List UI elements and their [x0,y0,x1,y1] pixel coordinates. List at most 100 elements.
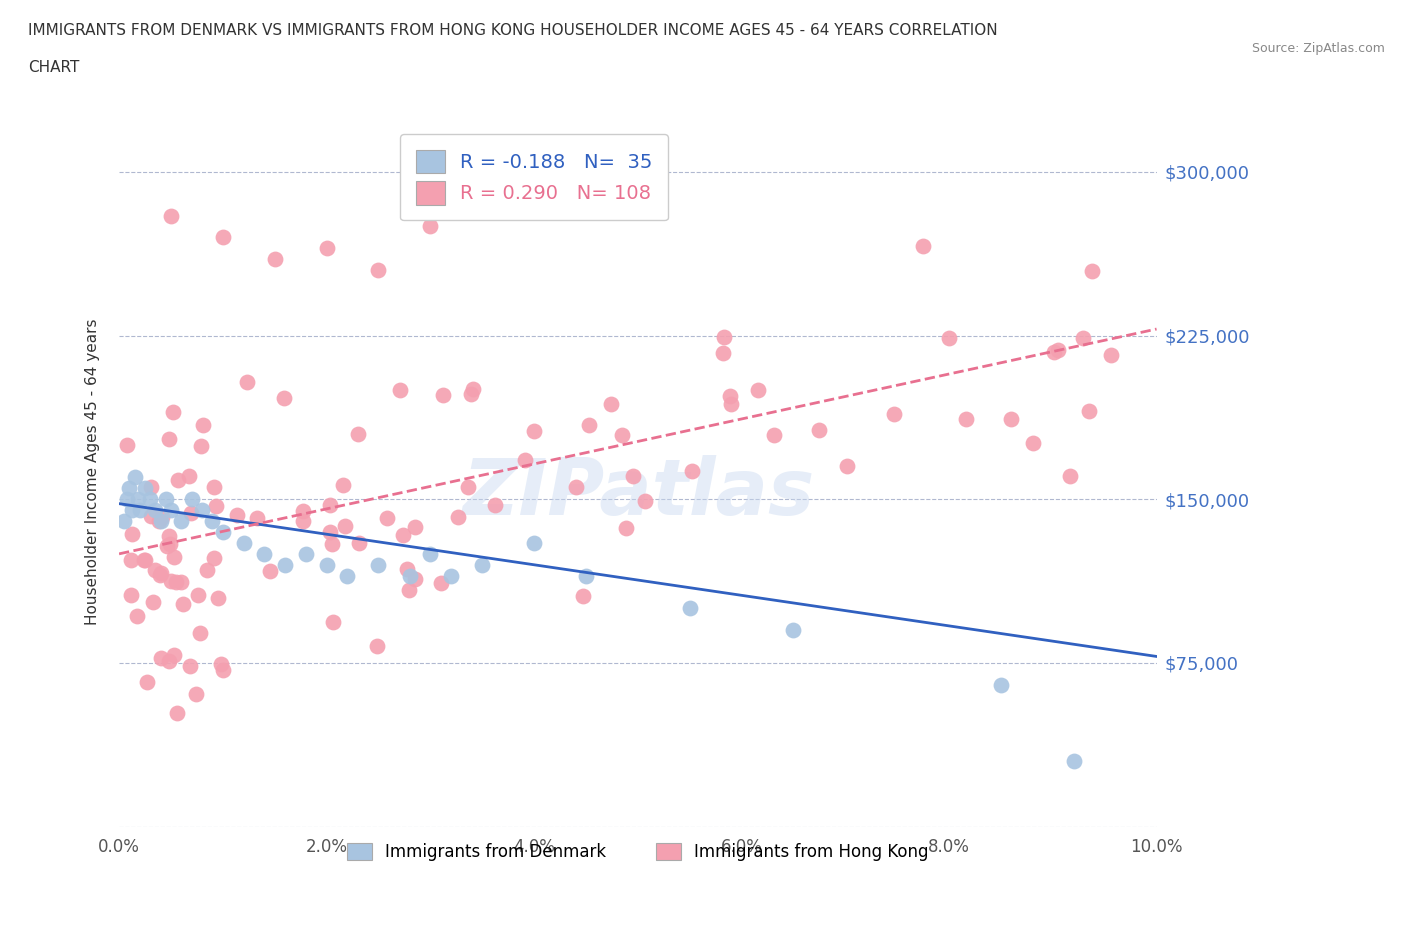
Point [205,498,228,513]
Point [211,230,233,245]
Point [1071,331,1094,346]
Point [484,497,506,512]
Point [332,477,354,492]
Point [211,525,233,539]
Point [513,453,536,468]
Point [145,503,167,518]
Point [747,382,769,397]
Point [149,567,172,582]
Text: CHART: CHART [28,60,80,75]
Point [127,609,149,624]
Point [120,552,142,567]
Point [1080,263,1102,278]
Point [127,492,149,507]
Point [121,503,143,518]
Text: IMMIGRANTS FROM DENMARK VS IMMIGRANTS FROM HONG KONG HOUSEHOLDER INCOME AGES 45 : IMMIGRANTS FROM DENMARK VS IMMIGRANTS FR… [28,23,998,38]
Point [162,550,184,565]
Point [335,519,357,534]
Point [388,382,411,397]
Point [195,563,218,578]
Point [578,418,600,432]
Point [763,427,786,442]
Point [523,423,546,438]
Point [157,654,180,669]
Point [1046,342,1069,357]
Point [315,557,337,572]
Point [167,472,190,487]
Point [621,468,644,483]
Point [460,387,482,402]
Point [191,503,214,518]
Point [807,423,830,438]
Point [184,686,207,701]
Point [209,657,232,671]
Point [117,492,139,507]
Point [201,513,224,528]
Point [1077,404,1099,418]
Point [141,509,163,524]
Point [419,547,441,562]
Y-axis label: Householder Income Ages 45 - 64 years: Householder Income Ages 45 - 64 years [86,319,100,625]
Point [149,566,172,581]
Point [118,481,141,496]
Point [461,381,484,396]
Point [225,507,247,522]
Point [134,552,156,567]
Point [160,574,183,589]
Point [572,589,595,604]
Point [375,511,398,525]
Point [263,252,285,267]
Point [1063,754,1085,769]
Point [259,564,281,578]
Point [564,480,586,495]
Point [1000,412,1022,427]
Point [115,438,138,453]
Point [835,458,858,473]
Point [246,511,269,525]
Point [193,417,215,432]
Point [188,625,211,640]
Point [148,514,170,529]
Legend: Immigrants from Denmark, Immigrants from Hong Kong: Immigrants from Denmark, Immigrants from… [340,836,935,868]
Point [143,562,166,577]
Point [232,536,254,551]
Point [395,562,418,577]
Point [160,503,183,518]
Point [139,492,162,507]
Point [291,504,314,519]
Point [440,568,463,583]
Point [120,588,142,603]
Point [347,535,370,550]
Point [610,428,633,443]
Point [720,396,742,411]
Point [212,662,235,677]
Point [134,481,156,496]
Point [166,706,188,721]
Point [990,677,1012,692]
Point [392,527,415,542]
Point [170,574,193,589]
Point [128,503,150,518]
Point [202,551,225,565]
Point [398,568,420,583]
Point [430,576,453,591]
Point [136,674,159,689]
Point [938,331,960,346]
Point [367,262,389,277]
Point [471,557,494,572]
Point [170,513,193,528]
Point [319,525,342,539]
Point [404,572,426,587]
Point [457,480,479,495]
Point [273,391,295,405]
Point [294,547,316,562]
Point [207,591,229,605]
Point [366,639,388,654]
Point [321,537,343,551]
Point [142,594,165,609]
Point [447,510,470,525]
Point [713,329,735,344]
Point [159,432,181,446]
Text: ZIPatlas: ZIPatlas [461,456,814,531]
Point [322,615,344,630]
